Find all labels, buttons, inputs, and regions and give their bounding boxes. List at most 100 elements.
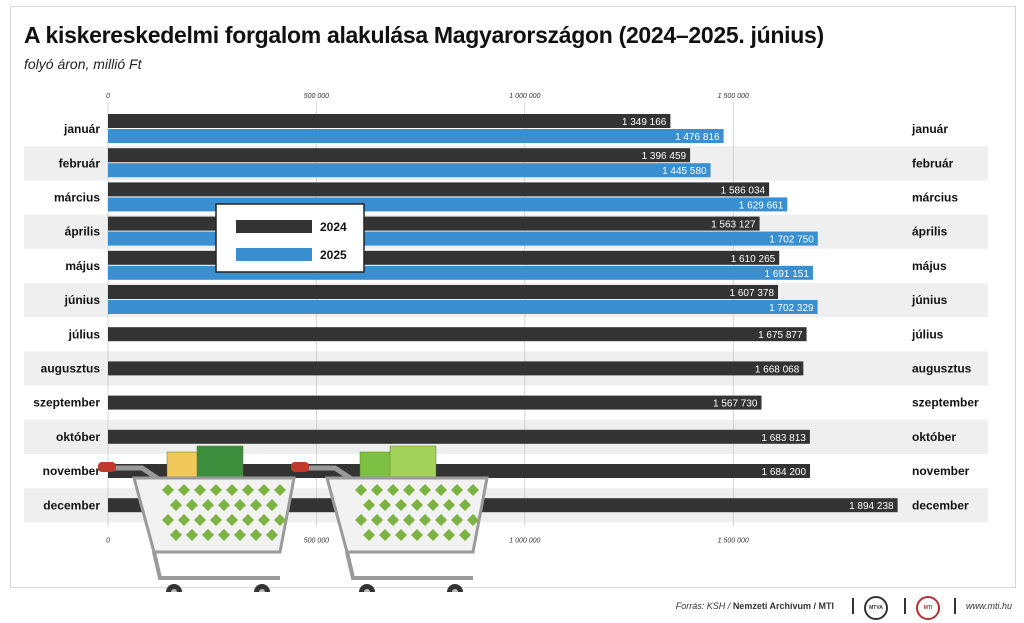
data-label: 1 396 459 xyxy=(642,151,687,162)
tick-label: 500 000 xyxy=(304,93,329,100)
cart-mesh xyxy=(202,499,214,511)
category-label-right: július xyxy=(911,327,944,341)
bar-2024 xyxy=(108,148,691,163)
cart-mesh xyxy=(435,514,447,526)
shopping-cart-right xyxy=(291,445,489,592)
data-label: 1 684 200 xyxy=(762,467,807,478)
tick-label: 1 500 000 xyxy=(718,93,749,100)
cart-wheel xyxy=(359,584,375,592)
cart-mesh xyxy=(371,514,383,526)
bar-2024 xyxy=(108,250,780,265)
tick-label: 1 500 000 xyxy=(718,537,749,544)
data-label: 1 629 661 xyxy=(739,200,784,211)
category-label-right: május xyxy=(912,259,947,273)
cart-mesh xyxy=(210,514,222,526)
cart-mesh xyxy=(258,514,270,526)
cart-mesh xyxy=(379,529,391,541)
bar-2025 xyxy=(108,197,788,212)
category-label-right: október xyxy=(912,430,956,444)
data-label: 1 567 730 xyxy=(713,399,758,410)
cart-mesh xyxy=(186,499,198,511)
category-label-left: január xyxy=(63,122,100,136)
footer: Forrás: KSH / Nemzeti Archívum / MTI MTV… xyxy=(0,592,1024,620)
bar-2024 xyxy=(108,327,807,342)
cart-mesh xyxy=(266,499,278,511)
bar-2024 xyxy=(108,361,804,376)
chart-title: A kiskereskedelmi forgalom alakulása Mag… xyxy=(24,22,824,48)
bar-2025 xyxy=(108,163,711,178)
cart-mesh xyxy=(178,514,190,526)
source-credit: Forrás: KSH / Nemzeti Archívum / MTI xyxy=(676,601,834,611)
category-label-left: szeptember xyxy=(33,396,100,410)
data-label: 1 563 127 xyxy=(711,220,756,231)
cart-mesh xyxy=(395,499,407,511)
cart-mesh xyxy=(250,499,262,511)
cart-mesh xyxy=(411,499,423,511)
cart-mesh xyxy=(170,499,182,511)
cart-wheel xyxy=(254,584,270,592)
cart-mesh xyxy=(274,514,286,526)
bar-2025 xyxy=(108,129,724,143)
cart-mesh xyxy=(363,499,375,511)
website-link[interactable]: www.mti.hu xyxy=(965,601,1012,611)
cart-mesh xyxy=(467,514,479,526)
tick-label: 0 xyxy=(106,537,110,544)
cart-mesh xyxy=(234,499,246,511)
data-label: 1 675 877 xyxy=(758,330,803,341)
data-label: 1 607 378 xyxy=(730,288,775,299)
cart-mesh xyxy=(178,484,190,496)
cart-mesh xyxy=(435,484,447,496)
category-label-right: június xyxy=(911,293,948,307)
cart-mesh xyxy=(194,484,206,496)
cart-mesh xyxy=(170,529,182,541)
data-label: 1 445 580 xyxy=(662,166,707,177)
cart-mesh xyxy=(451,514,463,526)
category-label-right: szeptember xyxy=(912,396,979,410)
cart-mesh xyxy=(242,484,254,496)
cart-mesh xyxy=(202,529,214,541)
cart-mesh xyxy=(459,499,471,511)
tick-label: 0 xyxy=(106,93,110,100)
bar-2025 xyxy=(108,300,818,314)
legend-label-2024: 2024 xyxy=(320,220,347,234)
shopping-cart-left xyxy=(98,445,296,592)
category-label-left: április xyxy=(65,225,101,239)
cart-frame xyxy=(345,551,473,580)
cart-mesh xyxy=(218,499,230,511)
cart-mesh xyxy=(403,484,415,496)
cart-mesh xyxy=(451,484,463,496)
cart-mesh xyxy=(419,514,431,526)
cart-mesh xyxy=(274,484,286,496)
category-label-left: július xyxy=(68,327,101,341)
bar-2024 xyxy=(108,395,762,410)
bar-2024 xyxy=(108,498,898,513)
cart-grip xyxy=(98,462,116,472)
tick-label: 1 000 000 xyxy=(509,537,540,544)
footer-separator xyxy=(904,598,906,614)
cart-mesh xyxy=(242,514,254,526)
category-label-left: november xyxy=(43,464,101,478)
cart-mesh xyxy=(210,484,222,496)
category-label-left: augusztus xyxy=(41,362,101,376)
category-label-left: december xyxy=(43,498,100,512)
cart-mesh xyxy=(226,514,238,526)
category-label-left: február xyxy=(59,156,101,170)
bar-2024 xyxy=(108,464,811,478)
cart-hub xyxy=(259,589,265,592)
cart-mesh xyxy=(218,529,230,541)
cart-mesh xyxy=(162,514,174,526)
category-label-right: augusztus xyxy=(912,362,972,376)
cart-mesh xyxy=(371,484,383,496)
data-label: 1 476 816 xyxy=(675,132,720,143)
bar-chart: 0 0 500 000 500 000 1 000 000 1 000 000 1 500 … xyxy=(24,93,988,592)
cart-mesh xyxy=(387,514,399,526)
category-label-right: február xyxy=(912,156,954,170)
cart-handle xyxy=(109,465,163,483)
cart-mesh xyxy=(266,529,278,541)
category-label-left: május xyxy=(65,259,100,273)
cart-mesh xyxy=(258,484,270,496)
mti-logo-icon: MTI xyxy=(916,596,940,620)
legend: 2024 2025 xyxy=(215,203,365,273)
cart-mesh xyxy=(443,529,455,541)
tick-label: 500 000 xyxy=(304,537,329,544)
